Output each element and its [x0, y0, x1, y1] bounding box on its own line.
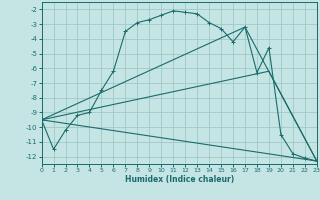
- X-axis label: Humidex (Indice chaleur): Humidex (Indice chaleur): [124, 175, 234, 184]
